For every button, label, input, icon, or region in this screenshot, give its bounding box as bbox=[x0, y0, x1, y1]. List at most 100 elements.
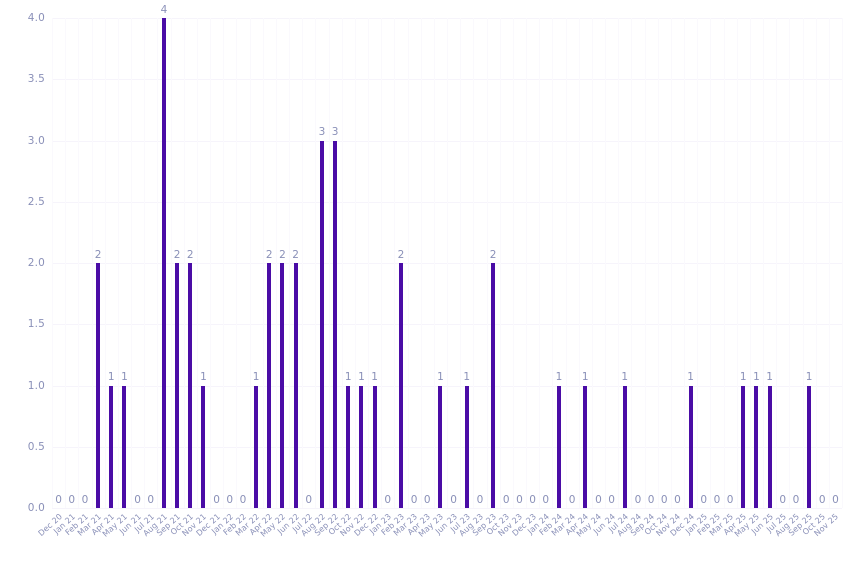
bar[interactable] bbox=[254, 385, 259, 508]
bar-slot[interactable]: 1 bbox=[552, 18, 565, 508]
y-axis-tick-label: 2.5 bbox=[27, 195, 45, 208]
bar-slot[interactable]: 1 bbox=[434, 18, 447, 508]
bar[interactable] bbox=[122, 385, 127, 508]
bar-slot[interactable]: 1 bbox=[750, 18, 763, 508]
bar-slot[interactable]: 0 bbox=[65, 18, 78, 508]
bar-slot[interactable]: 0 bbox=[408, 18, 421, 508]
bar-slot[interactable]: 3 bbox=[329, 18, 342, 508]
bar-slot[interactable]: 2 bbox=[276, 18, 289, 508]
bar[interactable] bbox=[754, 385, 759, 508]
bar-value-label: 1 bbox=[358, 371, 365, 383]
bar[interactable] bbox=[346, 385, 351, 508]
bar-slot[interactable]: 0 bbox=[500, 18, 513, 508]
bar-slot[interactable]: 0 bbox=[473, 18, 486, 508]
bar[interactable] bbox=[96, 263, 101, 508]
bar-slot[interactable]: 0 bbox=[710, 18, 723, 508]
bar-slot[interactable]: 1 bbox=[684, 18, 697, 508]
bar-slot[interactable]: 0 bbox=[210, 18, 223, 508]
gridline-vertical bbox=[526, 18, 527, 508]
bar-slot[interactable]: 0 bbox=[526, 18, 539, 508]
bar[interactable] bbox=[491, 263, 496, 508]
bar-slot[interactable]: 2 bbox=[184, 18, 197, 508]
bar-slot[interactable]: 0 bbox=[658, 18, 671, 508]
bar-slot[interactable]: 0 bbox=[302, 18, 315, 508]
bar-value-label: 0 bbox=[423, 493, 431, 506]
bar[interactable] bbox=[464, 385, 469, 508]
bar[interactable] bbox=[556, 385, 561, 508]
bar-slot[interactable]: 1 bbox=[355, 18, 368, 508]
bar-slot[interactable]: 0 bbox=[236, 18, 249, 508]
bar-slot[interactable]: 1 bbox=[618, 18, 631, 508]
bar-slot[interactable]: 1 bbox=[197, 18, 210, 508]
bar-slot[interactable]: 0 bbox=[447, 18, 460, 508]
bar[interactable] bbox=[807, 385, 812, 508]
bar[interactable] bbox=[319, 140, 324, 508]
bar-slot[interactable]: 1 bbox=[579, 18, 592, 508]
bar-value-label: 0 bbox=[726, 493, 734, 506]
bar-slot[interactable]: 0 bbox=[223, 18, 236, 508]
bar-slot[interactable]: 1 bbox=[763, 18, 776, 508]
bar-slot[interactable]: 0 bbox=[78, 18, 91, 508]
bar-slot[interactable]: 0 bbox=[816, 18, 829, 508]
bar-slot[interactable]: 0 bbox=[605, 18, 618, 508]
bar[interactable] bbox=[359, 385, 364, 508]
bar[interactable] bbox=[438, 385, 443, 508]
bar-slot[interactable]: 1 bbox=[803, 18, 816, 508]
bar-slot[interactable]: 0 bbox=[631, 18, 644, 508]
bar-slot[interactable]: 0 bbox=[421, 18, 434, 508]
bar-slot[interactable]: 3 bbox=[315, 18, 328, 508]
bar-slot[interactable]: 2 bbox=[263, 18, 276, 508]
bar-slot[interactable]: 0 bbox=[539, 18, 552, 508]
bar-value-label: 2 bbox=[397, 248, 405, 261]
bar-slot[interactable]: 0 bbox=[776, 18, 789, 508]
bar-slot[interactable]: 0 bbox=[645, 18, 658, 508]
bar[interactable] bbox=[688, 385, 693, 508]
bar-value-label: 0 bbox=[147, 493, 155, 506]
bar[interactable] bbox=[109, 385, 114, 508]
bar[interactable] bbox=[280, 263, 285, 508]
bar[interactable] bbox=[161, 18, 166, 508]
bar[interactable] bbox=[372, 385, 377, 508]
bar[interactable] bbox=[188, 263, 193, 508]
bar[interactable] bbox=[267, 263, 272, 508]
bar-slot[interactable]: 0 bbox=[789, 18, 802, 508]
bar[interactable] bbox=[398, 263, 403, 508]
bar[interactable] bbox=[333, 140, 338, 508]
bar-slot[interactable]: 0 bbox=[513, 18, 526, 508]
bar[interactable] bbox=[767, 385, 772, 508]
bar-slot[interactable]: 0 bbox=[381, 18, 394, 508]
bar-slot[interactable]: 4 bbox=[157, 4, 170, 508]
bar-slot[interactable]: 0 bbox=[131, 18, 144, 508]
bar-slot[interactable]: 0 bbox=[566, 18, 579, 508]
bar-value-label: 1 bbox=[371, 371, 378, 383]
bar-slot[interactable]: 2 bbox=[92, 18, 105, 508]
bar-value-label: 2 bbox=[279, 248, 286, 261]
bar-slot[interactable]: 0 bbox=[592, 18, 605, 508]
bar-slot[interactable]: 1 bbox=[368, 18, 381, 508]
bar-slot[interactable]: 1 bbox=[460, 18, 473, 508]
bar-slot[interactable]: 0 bbox=[724, 18, 737, 508]
bar[interactable] bbox=[583, 385, 588, 508]
bar-slot[interactable]: 2 bbox=[289, 18, 302, 508]
bar[interactable] bbox=[741, 385, 746, 508]
bar-slot[interactable]: 1 bbox=[737, 18, 750, 508]
bar-slot[interactable]: 2 bbox=[171, 18, 184, 508]
bar-slot[interactable]: 1 bbox=[118, 18, 131, 508]
bar-slot[interactable]: 1 bbox=[342, 18, 355, 508]
bar-slot[interactable]: 1 bbox=[250, 18, 263, 508]
bar-slot[interactable]: 1 bbox=[105, 18, 118, 508]
bar-slot[interactable]: 2 bbox=[487, 18, 500, 508]
bar-slot[interactable]: 0 bbox=[697, 18, 710, 508]
bar-value-label: 0 bbox=[384, 493, 392, 506]
bar-slot[interactable]: 0 bbox=[144, 18, 157, 508]
bar-slot[interactable]: 0 bbox=[52, 18, 65, 508]
bar[interactable] bbox=[175, 263, 180, 508]
bar[interactable] bbox=[293, 263, 298, 508]
bar-slot[interactable]: 0 bbox=[671, 18, 684, 508]
bar-value-label: 0 bbox=[595, 493, 602, 506]
bar[interactable] bbox=[201, 385, 206, 508]
bar-slot[interactable]: 0 bbox=[829, 18, 842, 508]
bar[interactable] bbox=[622, 385, 627, 508]
bar-slot[interactable]: 2 bbox=[394, 18, 407, 508]
